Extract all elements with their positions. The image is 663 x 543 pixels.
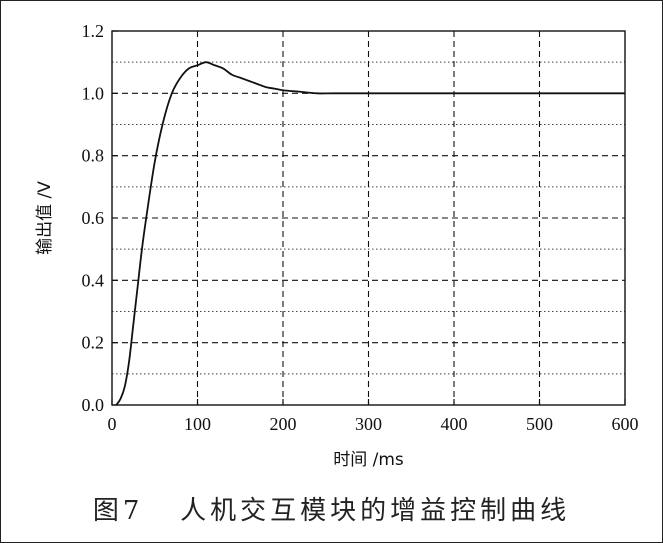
y-tick-label: 0.2 [82, 333, 105, 353]
y-tick-label: 1.2 [82, 21, 105, 41]
step-response-chart: 0 100 200 300 400 500 600 0.0 0.2 0.4 0.6 0.8 1.0 1.… [35, 21, 639, 470]
y-tick-label: 0.0 [82, 395, 105, 415]
x-tick-label: 300 [355, 414, 382, 434]
x-tick-label: 100 [184, 414, 211, 434]
y-tick-label: 0.4 [82, 270, 105, 290]
y-tick-label: 0.6 [82, 208, 105, 228]
x-tick-label: 500 [526, 414, 553, 434]
axis-ticks [111, 30, 626, 406]
x-tick-label: 200 [270, 414, 297, 434]
x-axis-tick-labels: 0 100 200 300 400 500 600 [108, 414, 639, 434]
major-gridlines [112, 31, 625, 405]
figure-caption: 图7 人机交互模块的增益控制曲线 [0, 490, 663, 527]
plot-area-border [111, 30, 626, 406]
y-axis-tick-labels: 0.0 0.2 0.4 0.6 0.8 1.0 1.2 [82, 21, 105, 415]
caption-title: 人机交互模块的增益控制曲线 [180, 496, 571, 526]
y-axis-label: 输出值 /V [35, 181, 55, 255]
minor-gridlines [112, 61, 625, 375]
x-tick-label: 400 [441, 414, 468, 434]
x-axis-label: 时间 /ms [333, 450, 404, 470]
caption-figure-number: 图7 [92, 496, 144, 526]
y-tick-label: 1.0 [82, 83, 105, 103]
output-voltage-curve [115, 61, 625, 406]
y-tick-label: 0.8 [82, 146, 105, 166]
x-tick-label: 600 [612, 414, 639, 434]
x-tick-label: 0 [108, 414, 117, 434]
